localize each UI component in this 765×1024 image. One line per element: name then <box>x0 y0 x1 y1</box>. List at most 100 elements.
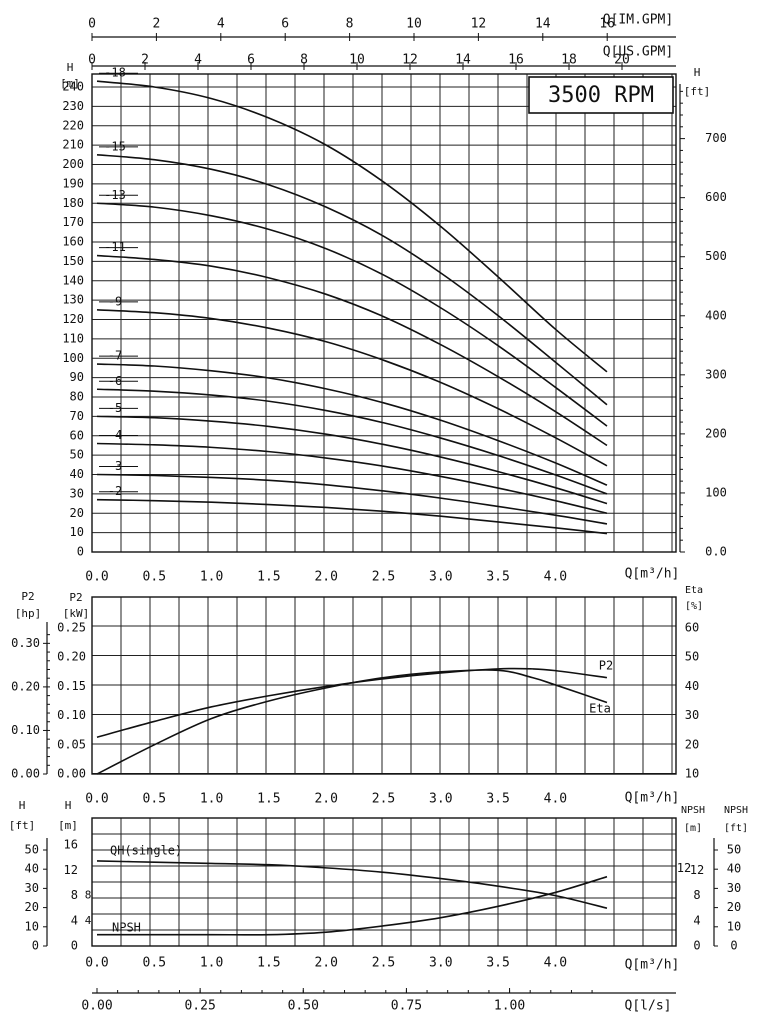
power-kw-tick-label: 0.10 <box>57 708 86 722</box>
power-kw-tick-label: 0.20 <box>57 650 86 664</box>
qh-y-tick-label: 130 <box>62 293 84 307</box>
im-gpm-tick-label: 12 <box>471 17 487 32</box>
qh-y-tick-label: 160 <box>62 235 84 249</box>
qh-y-tick-label: 240 <box>62 80 84 94</box>
qh-ylabel-unit: [m] <box>60 77 80 90</box>
qh-y-tick-label: 100 <box>62 351 84 365</box>
qh-x-tick-label: 0.5 <box>143 570 166 585</box>
power-frame <box>91 596 677 775</box>
qh-y-tick-label: 140 <box>62 273 84 287</box>
us-gpm-tick-label: 2 <box>141 53 149 68</box>
us-gpm-tick-label: 4 <box>194 53 202 68</box>
npsh-right-ft-tick-label: 10 <box>727 919 741 933</box>
npsh-hft-unit: [ft] <box>9 819 36 832</box>
npsh-x-tick-label: 0.5 <box>143 956 166 971</box>
us-gpm-tick-label: 20 <box>614 53 630 68</box>
npsh-frame <box>91 817 677 947</box>
qh-stage-label: -9 <box>108 294 122 308</box>
qh-curve-stage-3 <box>96 473 608 525</box>
qh-y-tick-label: 50 <box>70 448 84 462</box>
power-eta-tick-label: 20 <box>685 737 699 751</box>
power-kw-tick-label: 0.25 <box>57 621 86 635</box>
qh-curve-stage-13 <box>96 202 608 427</box>
qh-y-tick-label: 90 <box>70 370 84 384</box>
qh-stage-label: -4 <box>108 428 122 442</box>
power-kw-unit: [kW] <box>63 607 90 620</box>
im-gpm-tick-label: 6 <box>281 17 289 32</box>
us-gpm-tick-label: 6 <box>247 53 255 68</box>
qh-y-tick-label: 60 <box>70 428 84 442</box>
us-gpm-tick-label: 12 <box>402 53 418 68</box>
qh-y-tick-label: 180 <box>62 196 84 210</box>
im-gpm-tick-label: 10 <box>406 17 422 32</box>
qh-stage-label: -15 <box>104 139 126 153</box>
qh-x-tick-label: 3.5 <box>486 570 509 585</box>
qh-y-tick-label: 110 <box>62 331 84 345</box>
power-kw-tick-label: 0.05 <box>57 737 86 751</box>
npsh-right-m-tick-label: 4 <box>693 913 700 927</box>
ls-tick-label: 0.00 <box>81 999 112 1014</box>
qh-ylabel-h: H <box>67 61 74 74</box>
power-hp-label: P2 <box>21 590 34 603</box>
npsh-qh-single-curve <box>96 860 608 909</box>
power-eta-tick-label: 30 <box>685 708 699 722</box>
npsh-qh-single-label: QH(single) <box>110 844 182 858</box>
qh-x-tick-label: 3.0 <box>429 570 452 585</box>
qh-y-tick-label: 200 <box>62 157 84 171</box>
qh-curve-stage-9 <box>96 309 608 467</box>
power-eta-curve <box>96 669 608 775</box>
us-gpm-tick-label: 0 <box>88 53 96 68</box>
rpm-box <box>528 76 674 114</box>
npsh-right-ft-label: NPSH <box>724 805 748 816</box>
npsh-npsh-label: NPSH <box>112 921 141 935</box>
power-hp-tick-label: 0.00 <box>11 767 40 781</box>
npsh-right-ft-tick-label: 0 <box>730 939 737 953</box>
npsh-m-tick-label: 0 <box>71 939 78 953</box>
im-gpm-tick-label: 8 <box>346 17 354 32</box>
qh-curve-stage-4 <box>96 442 608 515</box>
im-gpm-tick-label: 0 <box>88 17 96 32</box>
npsh-m-tick-label: 12 <box>64 863 78 877</box>
power-eta-tick-label: 50 <box>685 650 699 664</box>
power-hp-unit: [hp] <box>15 607 42 620</box>
npsh-ft-tick-label: 40 <box>25 862 39 876</box>
ls-tick-label: 0.75 <box>391 999 422 1014</box>
qh-curve-stage-18 <box>96 80 608 373</box>
qh-x-tick-label: 4.0 <box>544 570 567 585</box>
ls-tick-label: 1.00 <box>494 999 525 1014</box>
power-kw-tick-label: 0.15 <box>57 679 86 693</box>
qh-stage-label: -13 <box>104 188 126 202</box>
npsh-ft-tick-label: 0 <box>32 939 39 953</box>
npsh-hft-label: H <box>19 799 26 812</box>
qh-ft-tick-label: 300 <box>705 367 727 381</box>
npsh-ft-tick-label: 50 <box>25 842 39 856</box>
qh-ft-tick-label: 200 <box>705 426 727 440</box>
ls-axis-label: Q[l/s] <box>625 999 672 1014</box>
power-p2-curve <box>96 667 608 738</box>
npsh-x-tick-label: 1.0 <box>200 956 223 971</box>
power-x-tick-label: 0.5 <box>143 792 166 807</box>
npsh-hm-unit: [m] <box>58 819 78 832</box>
power-x-tick-label: 4.0 <box>544 792 567 807</box>
npsh-right-12-inside: 12 <box>677 861 691 875</box>
qh-ft-tick-label: 500 <box>705 249 727 263</box>
npsh-right-ft-tick-label: 20 <box>727 900 741 914</box>
power-x-axis-label: Q[m³/h] <box>625 791 680 806</box>
us-gpm-axis-label: Q[US.GPM] <box>603 45 673 60</box>
npsh-right-ft-tick-label: 30 <box>727 881 741 895</box>
qh-ft-tick-label: 0.0 <box>705 545 727 559</box>
curves-layer <box>96 80 608 936</box>
power-p2-label: P2 <box>599 659 613 673</box>
qh-ft-tick-label: 100 <box>705 485 727 499</box>
npsh-x-tick-label: 4.0 <box>544 956 567 971</box>
qh-ft-label-unit: [ft] <box>684 85 711 98</box>
npsh-right-m-unit: [m] <box>684 823 702 834</box>
npsh-m-tick-label: 8 <box>71 888 78 902</box>
power-hp-tick-label: 0.10 <box>11 723 40 737</box>
npsh-npsh-curve <box>96 875 608 936</box>
npsh-x-tick-label: 1.5 <box>257 956 280 971</box>
qh-y-tick-label: 120 <box>62 312 84 326</box>
npsh-x-tick-label: 2.5 <box>372 956 395 971</box>
npsh-x-tick-label: 3.5 <box>486 956 509 971</box>
